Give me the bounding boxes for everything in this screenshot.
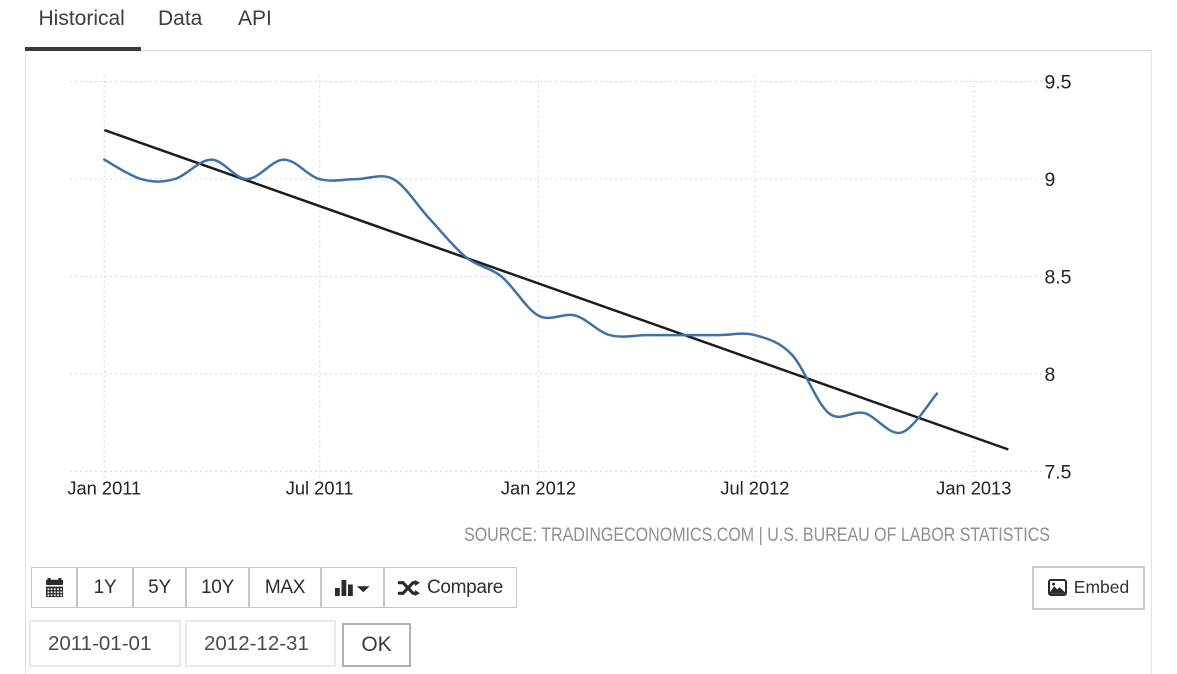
svg-text:Jul 2012: Jul 2012 [720,478,789,499]
svg-text:Jul 2011: Jul 2011 [286,478,354,499]
svg-text:Jan 2011: Jan 2011 [67,478,141,499]
svg-text:8.5: 8.5 [1045,267,1072,289]
svg-text:7.5: 7.5 [1045,462,1072,484]
svg-text:Jan 2012: Jan 2012 [501,478,576,499]
svg-text:SOURCE: TRADINGECONOMICS.COM |: SOURCE: TRADINGECONOMICS.COM | U.S. BURE… [464,524,1050,546]
svg-text:Jan 2013: Jan 2013 [936,478,1011,499]
svg-text:9: 9 [1045,169,1056,191]
svg-text:8: 8 [1045,364,1056,386]
svg-text:9.5: 9.5 [1045,72,1072,94]
